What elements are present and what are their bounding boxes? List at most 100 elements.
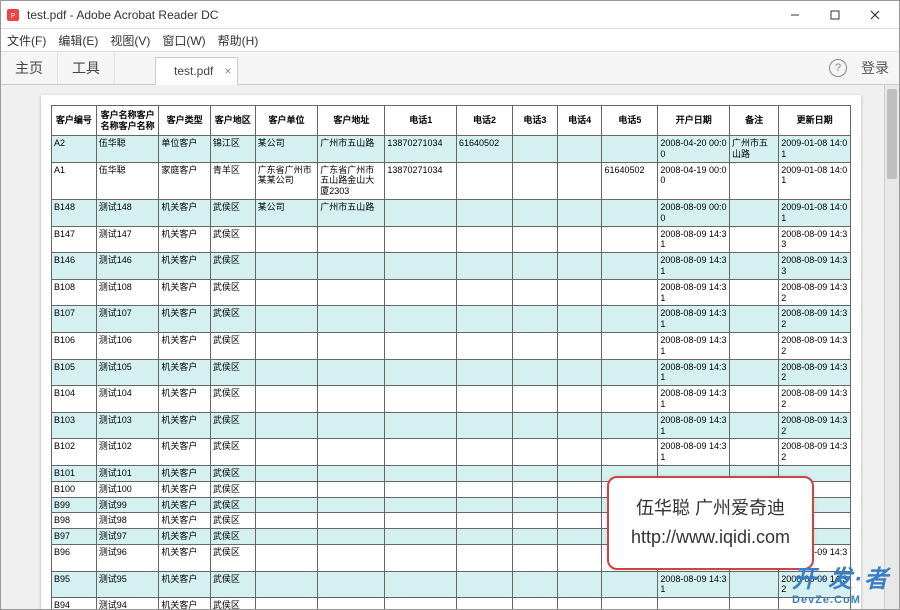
table-cell (318, 513, 385, 529)
table-cell (557, 199, 602, 226)
column-header: 更新日期 (779, 106, 851, 136)
table-cell: 测试95 (96, 571, 159, 598)
watermark-line2: http://www.iqidi.com (631, 523, 790, 552)
table-cell (385, 481, 457, 497)
table-cell: 广东省广州市五山路金山大厦2303 (318, 162, 385, 199)
table-cell (557, 136, 602, 163)
table-cell: 广东省广州市某某公司 (255, 162, 318, 199)
table-cell: 广州市五山路 (730, 136, 779, 163)
table-cell (602, 279, 658, 306)
table-cell: 2008-08-09 14:32 (779, 359, 851, 386)
table-cell (557, 279, 602, 306)
table-cell (512, 199, 557, 226)
table-cell (557, 529, 602, 545)
table-cell (318, 386, 385, 413)
table-cell (512, 481, 557, 497)
table-cell: 测试98 (96, 513, 159, 529)
table-cell (512, 136, 557, 163)
table-cell (255, 598, 318, 609)
help-icon[interactable]: ? (829, 59, 847, 77)
table-cell (385, 359, 457, 386)
table-cell (255, 544, 318, 571)
table-cell: 机关客户 (159, 279, 210, 306)
table-cell: B94 (52, 598, 97, 609)
table-cell: B100 (52, 481, 97, 497)
table-cell: 2008-04-19 00:00 (658, 162, 730, 199)
table-cell: 武侯区 (210, 226, 255, 253)
table-cell: B147 (52, 226, 97, 253)
table-cell: 测试105 (96, 359, 159, 386)
table-cell (457, 412, 513, 439)
table-cell: 家庭客户 (159, 162, 210, 199)
login-link[interactable]: 登录 (861, 58, 889, 78)
table-cell: 2008-08-09 14:32 (779, 386, 851, 413)
table-cell (602, 136, 658, 163)
table-cell: A1 (52, 162, 97, 199)
table-row: B148测试148机关客户武侯区某公司广州市五山路2008-08-09 00:0… (52, 199, 851, 226)
table-cell (457, 513, 513, 529)
column-header: 电话5 (602, 106, 658, 136)
menu-help[interactable]: 帮助(H) (218, 32, 259, 49)
table-cell: 2008-08-09 14:32 (779, 332, 851, 359)
table-cell: 伍华聪 (96, 136, 159, 163)
table-cell: 机关客户 (159, 465, 210, 481)
menu-view[interactable]: 视图(V) (110, 32, 150, 49)
tab-label: test.pdf (174, 64, 213, 78)
tools-button[interactable]: 工具 (58, 52, 115, 84)
table-cell: 测试99 (96, 497, 159, 513)
table-cell (318, 412, 385, 439)
table-cell (318, 332, 385, 359)
table-cell: 机关客户 (159, 253, 210, 280)
table-cell (318, 253, 385, 280)
table-cell: 2008-08-09 14:32 (779, 306, 851, 333)
table-cell (512, 598, 557, 609)
table-cell (730, 598, 779, 609)
table-cell: 机关客户 (159, 199, 210, 226)
table-cell (385, 439, 457, 466)
table-cell (255, 481, 318, 497)
minimize-button[interactable] (775, 3, 815, 27)
table-cell (557, 332, 602, 359)
column-header: 客户单位 (255, 106, 318, 136)
menu-window[interactable]: 窗口(W) (162, 32, 205, 49)
table-cell: 单位客户 (159, 136, 210, 163)
table-cell: 机关客户 (159, 544, 210, 571)
table-cell (730, 386, 779, 413)
table-cell (512, 412, 557, 439)
vertical-scrollbar[interactable] (884, 85, 899, 609)
table-cell (602, 359, 658, 386)
column-header: 电话2 (457, 106, 513, 136)
table-cell (318, 439, 385, 466)
table-cell: 测试108 (96, 279, 159, 306)
table-cell: 测试97 (96, 529, 159, 545)
table-cell: 机关客户 (159, 386, 210, 413)
home-button[interactable]: 主页 (1, 52, 58, 84)
table-cell: B146 (52, 253, 97, 280)
table-cell (557, 306, 602, 333)
table-cell (385, 571, 457, 598)
table-cell (255, 279, 318, 306)
table-cell (557, 497, 602, 513)
maximize-button[interactable] (815, 3, 855, 27)
table-cell (255, 332, 318, 359)
table-cell: B98 (52, 513, 97, 529)
table-cell (318, 497, 385, 513)
scrollbar-thumb[interactable] (887, 89, 897, 179)
table-cell (602, 253, 658, 280)
table-cell: B148 (52, 199, 97, 226)
table-cell: B101 (52, 465, 97, 481)
close-button[interactable] (855, 3, 895, 27)
tab-close-icon[interactable]: × (224, 64, 231, 78)
table-cell: B107 (52, 306, 97, 333)
table-cell (457, 359, 513, 386)
table-cell (457, 598, 513, 609)
document-tab[interactable]: test.pdf × (155, 57, 238, 85)
table-cell: 武侯区 (210, 332, 255, 359)
menu-edit[interactable]: 编辑(E) (58, 32, 98, 49)
menu-file[interactable]: 文件(F) (7, 32, 46, 49)
table-cell (658, 598, 730, 609)
table-cell: 13870271034 (385, 162, 457, 199)
table-cell: 13870271034 (385, 136, 457, 163)
table-cell: 武侯区 (210, 306, 255, 333)
table-cell (602, 598, 658, 609)
